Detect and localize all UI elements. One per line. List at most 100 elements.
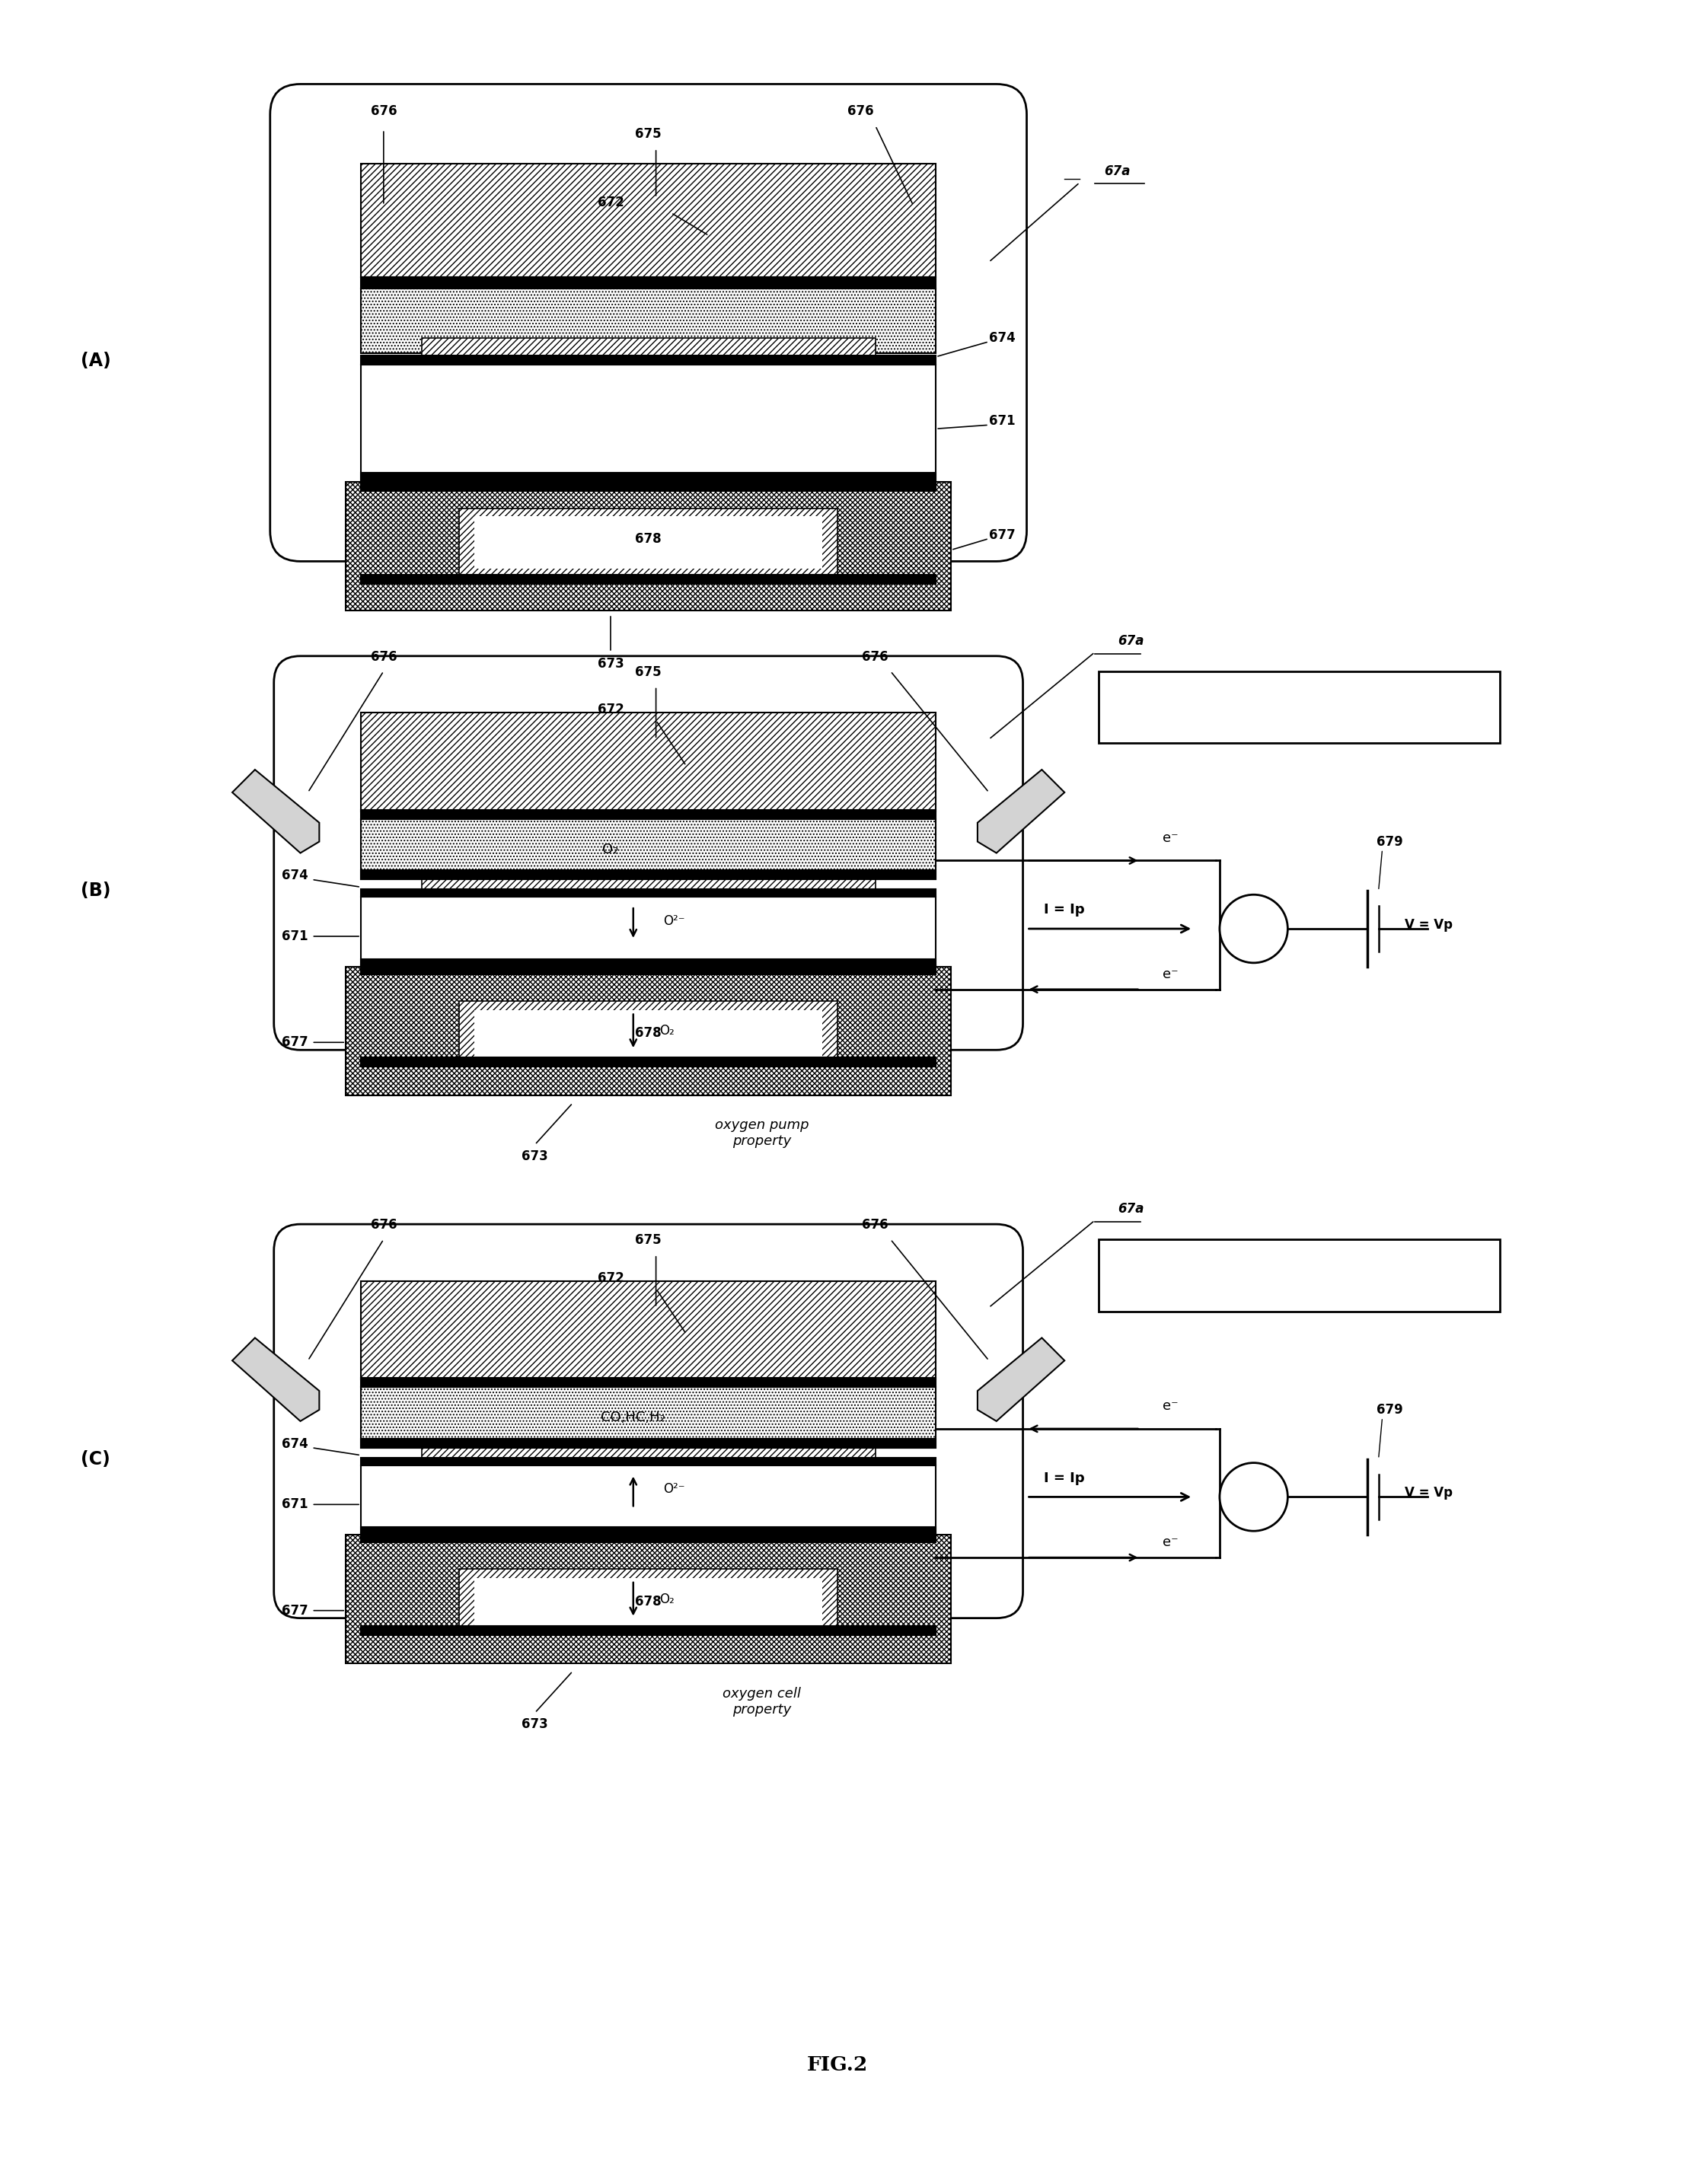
Bar <box>361 1625 935 1636</box>
Bar <box>361 356 935 365</box>
Text: 673: 673 <box>522 1149 549 1162</box>
Bar <box>361 164 935 277</box>
Bar <box>361 277 935 288</box>
Text: 676: 676 <box>371 651 396 664</box>
Text: 678: 678 <box>635 1594 662 1607</box>
Polygon shape <box>977 1339 1064 1422</box>
Bar <box>474 1009 822 1059</box>
Text: 674: 674 <box>989 332 1015 345</box>
Text: 676: 676 <box>371 105 396 118</box>
Bar <box>422 1441 876 1465</box>
Text: (C): (C) <box>81 1450 110 1468</box>
Text: 675: 675 <box>635 1234 662 1247</box>
Bar <box>474 1579 822 1627</box>
Text: V = Vp: V = Vp <box>1404 917 1453 933</box>
Bar <box>361 365 935 483</box>
Text: 675: 675 <box>635 127 662 142</box>
Bar <box>346 483 950 612</box>
Text: O₂: O₂ <box>659 1024 674 1037</box>
Bar <box>361 712 935 810</box>
Text: 679: 679 <box>1377 1402 1403 1417</box>
Text: 678: 678 <box>635 1026 662 1040</box>
Text: Lean air−fuel ratio: Lean air−fuel ratio <box>1235 699 1364 714</box>
Text: 671: 671 <box>281 930 308 943</box>
FancyBboxPatch shape <box>274 1225 1023 1618</box>
Text: e⁻: e⁻ <box>1162 968 1179 981</box>
Text: e⁻: e⁻ <box>1162 1400 1179 1413</box>
Text: oxygen pump
property: oxygen pump property <box>715 1118 810 1149</box>
Text: A: A <box>1248 922 1259 935</box>
Bar <box>361 1457 935 1465</box>
Text: e⁻: e⁻ <box>1162 830 1179 845</box>
Polygon shape <box>977 769 1064 854</box>
Text: 676: 676 <box>862 1219 889 1232</box>
Bar <box>361 472 935 483</box>
Bar <box>346 1535 950 1664</box>
Text: V = Vp: V = Vp <box>1404 1487 1453 1500</box>
Text: I = Ip: I = Ip <box>1044 902 1084 917</box>
Text: 673: 673 <box>598 657 623 670</box>
FancyBboxPatch shape <box>274 655 1023 1051</box>
Text: e⁻: e⁻ <box>1162 1535 1179 1548</box>
Bar <box>459 1568 837 1634</box>
Bar <box>459 1000 837 1066</box>
Bar <box>361 1533 935 1542</box>
FancyBboxPatch shape <box>269 83 1027 561</box>
Text: 676: 676 <box>371 1219 396 1232</box>
Text: O²⁻: O²⁻ <box>664 1483 686 1496</box>
Text: 676: 676 <box>862 651 889 664</box>
Bar <box>361 288 935 354</box>
Text: (A): (A) <box>81 352 112 369</box>
Text: 672: 672 <box>598 1271 623 1284</box>
Text: (B): (B) <box>81 882 112 900</box>
Bar <box>459 509 837 577</box>
Bar <box>361 483 935 491</box>
Text: 677: 677 <box>281 1603 308 1618</box>
Bar <box>422 874 876 898</box>
Text: 675: 675 <box>635 666 662 679</box>
Text: O²⁻: O²⁻ <box>664 915 686 928</box>
Text: O₂: O₂ <box>603 843 618 856</box>
FancyBboxPatch shape <box>1099 670 1499 743</box>
Bar <box>361 965 935 974</box>
Text: 679: 679 <box>1377 834 1403 847</box>
Text: 672: 672 <box>598 703 623 716</box>
Polygon shape <box>232 769 318 854</box>
Bar <box>361 1378 935 1387</box>
Text: A: A <box>1248 1489 1259 1505</box>
Text: 671: 671 <box>281 1498 308 1511</box>
Text: 67a: 67a <box>1118 633 1143 649</box>
Text: 673: 673 <box>522 1717 549 1732</box>
Text: 674: 674 <box>281 869 308 882</box>
Bar <box>361 871 935 880</box>
Circle shape <box>1220 895 1287 963</box>
Bar <box>361 819 935 880</box>
Text: oxygen cell
property: oxygen cell property <box>723 1686 801 1717</box>
Bar <box>361 1387 935 1448</box>
Text: 672: 672 <box>598 194 623 210</box>
Bar <box>474 515 822 568</box>
Bar <box>361 959 935 968</box>
Text: Rich air−fuel ratio: Rich air−fuel ratio <box>1237 1269 1362 1282</box>
Text: 674: 674 <box>281 1437 308 1450</box>
Text: FIG.2: FIG.2 <box>806 2055 867 2075</box>
Bar <box>361 898 935 968</box>
Bar <box>361 810 935 819</box>
Text: O₂: O₂ <box>659 1592 674 1605</box>
Bar <box>361 889 935 898</box>
Text: CO,HC,H₂: CO,HC,H₂ <box>601 1411 666 1424</box>
Text: 67a: 67a <box>1104 164 1130 179</box>
Text: 67a: 67a <box>1118 1201 1143 1216</box>
Text: 677: 677 <box>989 529 1015 542</box>
Bar <box>361 1439 935 1448</box>
Text: 676: 676 <box>847 105 874 118</box>
Circle shape <box>1220 1463 1287 1531</box>
Text: 677: 677 <box>281 1035 308 1048</box>
Text: I = Ip: I = Ip <box>1044 1472 1084 1485</box>
Bar <box>361 574 935 583</box>
Polygon shape <box>232 1339 318 1422</box>
Bar <box>361 1057 935 1066</box>
Bar <box>361 1465 935 1535</box>
Bar <box>422 339 876 365</box>
Bar <box>346 968 950 1096</box>
